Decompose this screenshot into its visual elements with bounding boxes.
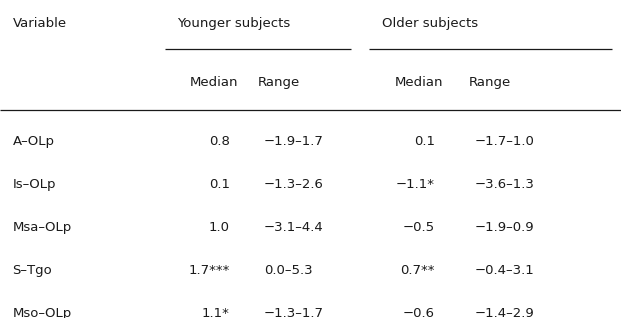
- Text: Mso–OLp: Mso–OLp: [12, 307, 71, 318]
- Text: −1.3–1.7: −1.3–1.7: [264, 307, 324, 318]
- Text: Variable: Variable: [12, 17, 66, 31]
- Text: −1.7–1.0: −1.7–1.0: [475, 135, 535, 148]
- Text: S–Tgo: S–Tgo: [12, 264, 52, 277]
- Text: −3.6–1.3: −3.6–1.3: [475, 178, 535, 191]
- Text: 1.0: 1.0: [209, 221, 230, 234]
- Text: 0.7**: 0.7**: [400, 264, 435, 277]
- Text: A–OLp: A–OLp: [12, 135, 55, 148]
- Text: 0.8: 0.8: [209, 135, 230, 148]
- Text: Range: Range: [469, 76, 511, 89]
- Text: Median: Median: [394, 76, 443, 89]
- Text: 0.1: 0.1: [414, 135, 435, 148]
- Text: −1.3–2.6: −1.3–2.6: [264, 178, 324, 191]
- Text: Median: Median: [189, 76, 238, 89]
- Text: 1.1*: 1.1*: [202, 307, 230, 318]
- Text: −0.4–3.1: −0.4–3.1: [475, 264, 535, 277]
- Text: −1.9–1.7: −1.9–1.7: [264, 135, 324, 148]
- Text: −0.6: −0.6: [402, 307, 435, 318]
- Text: −1.9–0.9: −1.9–0.9: [475, 221, 535, 234]
- Text: −1.1*: −1.1*: [396, 178, 435, 191]
- Text: −0.5: −0.5: [402, 221, 435, 234]
- Text: 0.1: 0.1: [209, 178, 230, 191]
- Text: Msa–OLp: Msa–OLp: [12, 221, 71, 234]
- Text: −3.1–4.4: −3.1–4.4: [264, 221, 324, 234]
- Text: Older subjects: Older subjects: [382, 17, 478, 31]
- Text: Younger subjects: Younger subjects: [177, 17, 290, 31]
- Text: 0.0–5.3: 0.0–5.3: [264, 264, 312, 277]
- Text: Range: Range: [258, 76, 300, 89]
- Text: Is–OLp: Is–OLp: [12, 178, 56, 191]
- Text: −1.4–2.9: −1.4–2.9: [475, 307, 535, 318]
- Text: 1.7***: 1.7***: [188, 264, 230, 277]
